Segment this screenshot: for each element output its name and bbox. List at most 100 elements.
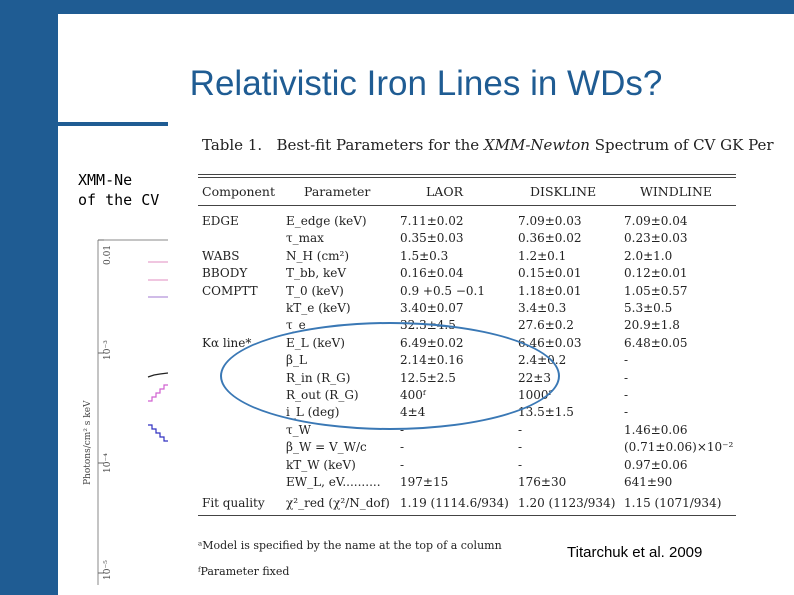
- table-row: EDGE E_edge (keV) 7.11±0.02 7.09±0.03 7.09±0…: [168, 214, 794, 231]
- plot-tick-3: 10⁻⁵: [103, 560, 113, 580]
- table-cell: (0.71±0.06)×10⁻²: [624, 440, 734, 455]
- table-cell: -: [400, 440, 405, 455]
- slide-title: Relativistic Iron Lines in WDs?: [189, 64, 663, 103]
- spectrum-plot-fragment: 0.01 10⁻³ 10⁻⁴ 10⁻⁵ Photons/cm² s keV: [58, 235, 168, 590]
- table-cell: 3.4±0.3: [518, 301, 567, 315]
- table-cell: -: [400, 457, 405, 472]
- table-top-rule: [198, 174, 736, 175]
- table-top-rule-2: [198, 177, 736, 178]
- table-cell: 1.20 (1123/934): [518, 496, 616, 511]
- table-cell: 1.2±0.1: [518, 248, 567, 263]
- table-cell: 0.36±0.02: [518, 231, 582, 246]
- table-cell: χ²_red (χ²/N_dof): [286, 496, 390, 511]
- table-cell: 197±15: [400, 475, 449, 489]
- table-cell: 13.5±1.5: [518, 405, 574, 420]
- table-cell: E_edge (keV): [286, 214, 367, 228]
- table-row: τ_max 0.35±0.03 0.36±0.02 0.23±0.03: [168, 231, 794, 248]
- table-cell: 0.16±0.04: [400, 266, 464, 281]
- header-diskline: DISKLINE: [530, 184, 597, 199]
- slide-header: Relativistic Iron Lines in WDs?: [58, 0, 794, 122]
- table-caption: Table 1. Best-fit Parameters for the XMM…: [202, 136, 774, 154]
- table-row: BBODY T_bb, keV 0.16±0.04 0.15±0.01 0.12±0.0…: [168, 266, 794, 283]
- header-rule: [198, 205, 736, 206]
- highlight-ellipse: [220, 322, 560, 430]
- table-cell: τ_W: [286, 422, 311, 437]
- subtitle-line-2: of the CV: [78, 191, 160, 209]
- table-cell: -: [518, 422, 523, 437]
- table-cell: -: [624, 353, 629, 368]
- table-cell: EDGE: [202, 214, 239, 228]
- table-cell: 6.48±0.05: [624, 335, 688, 350]
- caption-prefix: Table 1.: [202, 136, 263, 154]
- table-cell: 0.9 +0.5 −0.1: [400, 283, 485, 298]
- plot-tick-0: 0.01: [103, 245, 113, 265]
- table-cell: -: [518, 440, 523, 455]
- table-row: COMPTT T_0 (keV) 0.9 +0.5 −0.1 1.18±0.01 1.0…: [168, 284, 794, 301]
- table-cell: β_W = V_W/c: [286, 440, 367, 455]
- footnote-model: ᵃModel is specified by the name at the t…: [198, 539, 502, 552]
- table-cell: 0.97±0.06: [624, 457, 688, 472]
- table-cell: 1.18±0.01: [518, 283, 582, 298]
- table-row: WABS N_H (cm²) 1.5±0.3 1.2±0.1 2.0±1.0: [168, 249, 794, 266]
- table-row: kT_e (keV) 3.40±0.07 3.4±0.3 5.3±0.5: [168, 301, 794, 318]
- spectrum-curve-black: [147, 372, 168, 378]
- table-cell: -: [624, 405, 629, 420]
- table-row: τ_W - -1.46±0.06: [168, 423, 794, 440]
- table-cell: 5.3±0.5: [624, 301, 673, 315]
- table-cell: kT_W (keV): [286, 457, 356, 472]
- table-cell: 0.23±0.03: [624, 231, 688, 246]
- header-parameter: Parameter: [304, 184, 371, 199]
- table-cell: N_H (cm²): [286, 248, 350, 263]
- table-cell: -: [624, 370, 629, 385]
- table-cell: 7.09±0.03: [518, 214, 582, 228]
- table-cell: Fit quality: [202, 496, 265, 511]
- subtitle-line-1: XMM-Ne: [78, 171, 133, 189]
- table-cell: 0.35±0.03: [400, 231, 464, 246]
- table-row: EW_L, eV.......... 197±15 176±30 641±90: [168, 475, 794, 492]
- spectrum-curve-magenta: [148, 384, 168, 402]
- header-laor: LAOR: [426, 184, 463, 199]
- table-cell: 1.05±0.57: [624, 283, 688, 298]
- table-cell: BBODY: [202, 266, 248, 281]
- table-cell: -: [624, 388, 629, 402]
- table-cell: 3.40±0.07: [400, 301, 464, 315]
- table-row: Fit quality χ²_red (χ²/N_dof) 1.19 (1114.6…: [168, 496, 794, 513]
- table-cell: 176±30: [518, 475, 567, 489]
- table-cell: T_bb, keV: [286, 266, 347, 281]
- table-cell: 1.5±0.3: [400, 248, 449, 263]
- table-cell: 1.15 (1071/934): [624, 496, 722, 511]
- table-cell: 0.12±0.01: [624, 266, 688, 281]
- caption-suffix: Spectrum of CV GK Per: [589, 136, 774, 154]
- table-cell: WABS: [202, 248, 240, 263]
- table-cell: 7.09±0.04: [624, 214, 688, 228]
- plot-ylabel: Photons/cm² s keV: [83, 400, 93, 485]
- slide-subtitle: XMM-Ne of the CV: [78, 170, 159, 210]
- table-cell: 27.6±0.2: [518, 318, 574, 333]
- plot-tick-2: 10⁻⁴: [103, 453, 113, 473]
- table-cell: 2.0±1.0: [624, 248, 673, 263]
- table-row: kT_W (keV) - - 0.97±0.06: [168, 458, 794, 475]
- table-cell: T_0 (keV): [286, 283, 344, 298]
- table-cell: -: [518, 457, 523, 472]
- title-box: Relativistic Iron Lines in WDs?: [58, 14, 794, 122]
- header-component: Component: [202, 184, 275, 199]
- table-cell: 0.15±0.01: [518, 266, 582, 281]
- table-cell: 1.19 (1114.6/934): [400, 496, 509, 511]
- footnote-fixed: ᶠParameter fixed: [198, 565, 290, 578]
- table-row: β_W = V_W/c - - (0.71±0.06)×10⁻²: [168, 440, 794, 457]
- table-bottom-rule: [198, 515, 736, 516]
- table-cell: τ_max: [286, 231, 324, 246]
- plot-tick-1: 10⁻³: [103, 340, 113, 360]
- left-accent-bar: [0, 0, 58, 595]
- caption-text: Best-fit Parameters for the: [276, 136, 484, 154]
- table-cell: COMPTT: [202, 283, 258, 298]
- table-cell: Kα line*: [202, 335, 252, 350]
- table-cell: 20.9±1.8: [624, 318, 680, 333]
- spectrum-curve-blue: [148, 424, 168, 442]
- caption-italic: XMM-Newton: [483, 136, 590, 154]
- table-cell: kT_e (keV): [286, 301, 351, 315]
- table-1-panel: Table 1. Best-fit Parameters for the XMM…: [168, 122, 794, 595]
- header-windline: WINDLINE: [640, 184, 713, 199]
- table-cell: 1.46±0.06: [624, 422, 688, 437]
- table-cell: 7.11±0.02: [400, 214, 464, 228]
